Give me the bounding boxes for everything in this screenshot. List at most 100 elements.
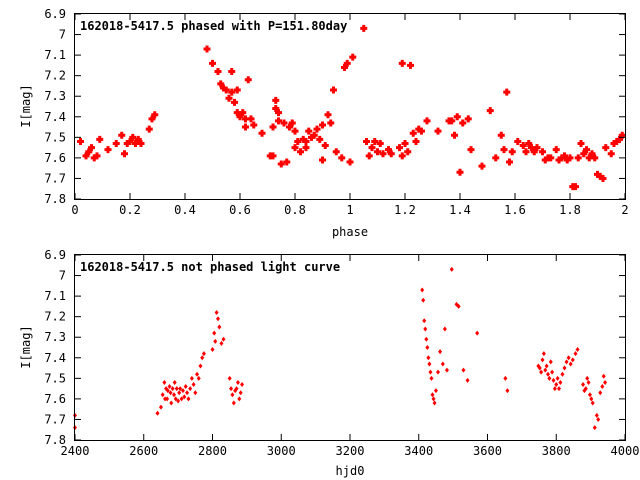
data-point bbox=[180, 388, 185, 394]
data-point bbox=[586, 379, 591, 385]
data-point bbox=[230, 392, 235, 398]
data-point bbox=[573, 351, 578, 357]
data-point bbox=[219, 340, 224, 346]
data-point bbox=[602, 144, 610, 152]
data-point bbox=[132, 140, 139, 147]
data-point bbox=[374, 148, 381, 156]
data-point bbox=[90, 154, 98, 162]
y-tick-label: 7.2 bbox=[44, 69, 66, 83]
data-point bbox=[151, 111, 159, 119]
data-point bbox=[551, 377, 556, 383]
data-point bbox=[398, 152, 406, 160]
data-point bbox=[173, 396, 178, 402]
data-point bbox=[77, 137, 84, 145]
data-point bbox=[343, 59, 351, 67]
data-point bbox=[179, 396, 184, 402]
y-tick-label: 7.5 bbox=[44, 371, 66, 385]
data-point bbox=[544, 363, 549, 369]
data-point bbox=[401, 140, 409, 147]
data-point bbox=[503, 88, 511, 96]
data-point bbox=[283, 158, 291, 166]
data-point bbox=[409, 129, 417, 137]
phased-chart-title: 162018-5417.5 phased with P=151.80day bbox=[80, 19, 347, 33]
data-point bbox=[338, 154, 346, 162]
data-point bbox=[557, 386, 561, 392]
data-point bbox=[160, 392, 165, 398]
data-point bbox=[216, 316, 220, 322]
data-point bbox=[574, 154, 582, 162]
data-point bbox=[177, 390, 182, 396]
data-point bbox=[134, 135, 142, 143]
data-point bbox=[200, 355, 205, 361]
data-point bbox=[280, 119, 288, 127]
data-point bbox=[165, 396, 170, 402]
phased-y-axis-label: I[mag] bbox=[19, 84, 33, 127]
data-point bbox=[310, 131, 318, 139]
data-point bbox=[233, 86, 241, 94]
data-point bbox=[558, 154, 566, 162]
data-point bbox=[203, 45, 211, 53]
data-point bbox=[456, 168, 464, 176]
data-point bbox=[238, 390, 243, 396]
data-point bbox=[587, 392, 592, 398]
data-point bbox=[508, 148, 516, 156]
unphased-y-axis-label: I[mag] bbox=[19, 325, 33, 368]
unphased-axis-ticks: 2400 2600 2800 3000 3200 3400 3600 3800 4000 6.9 7… bbox=[44, 248, 639, 458]
x-tick-label: 1.8 bbox=[559, 203, 581, 217]
data-point bbox=[522, 148, 530, 156]
data-point bbox=[169, 400, 174, 406]
data-point bbox=[607, 150, 615, 158]
data-point bbox=[319, 121, 326, 129]
data-point bbox=[475, 330, 480, 336]
phased-x-axis-label: phase bbox=[332, 225, 368, 239]
data-point bbox=[379, 150, 387, 158]
data-point bbox=[590, 400, 595, 406]
data-point bbox=[225, 94, 233, 102]
data-point bbox=[387, 150, 395, 158]
data-point bbox=[129, 133, 137, 141]
data-point bbox=[299, 135, 307, 143]
y-tick-label: 7.4 bbox=[44, 110, 66, 124]
y-tick-label: 7.2 bbox=[44, 310, 66, 324]
data-point bbox=[583, 146, 590, 154]
data-point bbox=[185, 390, 190, 396]
data-point bbox=[319, 156, 326, 164]
data-point bbox=[193, 390, 198, 396]
data-point bbox=[196, 375, 201, 381]
data-point bbox=[506, 158, 513, 166]
data-point bbox=[165, 388, 170, 394]
data-point bbox=[222, 86, 230, 94]
data-point bbox=[424, 336, 429, 342]
data-point bbox=[316, 135, 324, 143]
data-point bbox=[560, 371, 565, 377]
data-point bbox=[519, 142, 527, 150]
data-point bbox=[275, 109, 282, 117]
data-point bbox=[588, 150, 596, 158]
data-point bbox=[505, 388, 510, 394]
y-tick-label: 7.6 bbox=[44, 392, 66, 406]
data-point bbox=[158, 404, 163, 410]
data-point bbox=[96, 135, 104, 143]
data-point bbox=[581, 382, 586, 387]
data-point bbox=[600, 384, 605, 390]
data-point bbox=[583, 386, 588, 392]
data-point bbox=[449, 266, 454, 272]
data-point bbox=[591, 154, 599, 162]
data-point bbox=[365, 152, 373, 160]
data-point bbox=[528, 144, 535, 152]
data-point bbox=[231, 98, 238, 106]
y-tick-label: 7.1 bbox=[44, 289, 66, 303]
data-point bbox=[217, 80, 225, 88]
data-point bbox=[247, 115, 255, 123]
data-point bbox=[186, 396, 191, 402]
data-point bbox=[432, 400, 437, 406]
x-tick-label: 2600 bbox=[129, 444, 158, 458]
data-point bbox=[244, 76, 252, 84]
data-point bbox=[554, 382, 559, 387]
x-tick-label: 1.4 bbox=[449, 203, 471, 217]
data-point bbox=[599, 174, 607, 182]
data-point bbox=[155, 410, 160, 416]
data-point bbox=[112, 140, 120, 147]
data-point bbox=[407, 61, 414, 69]
y-tick-label: 7.5 bbox=[44, 130, 66, 144]
